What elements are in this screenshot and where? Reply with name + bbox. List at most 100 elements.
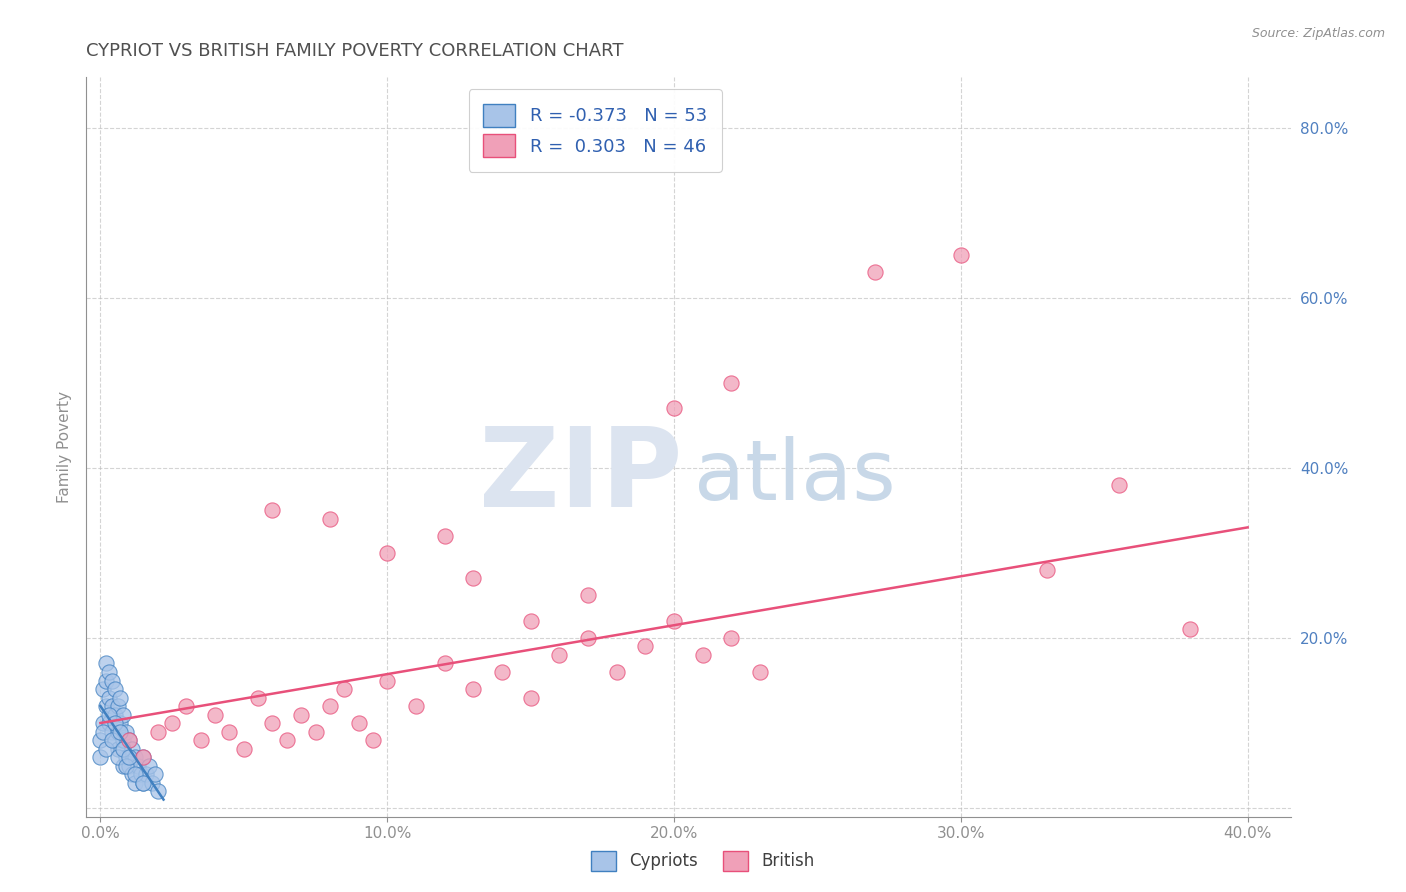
Point [115,750,138,764]
Point [94,699,117,714]
Point [576,631,599,645]
Point [121,741,143,756]
Point [720,631,742,645]
Point [141,775,163,789]
Point [863,265,886,279]
Point [112,758,135,772]
Point [433,657,456,671]
Point [101,673,124,688]
Point [519,614,541,628]
Point [107,724,129,739]
Point [132,750,155,764]
Point [138,758,160,772]
Legend: R = -0.373   N = 53, R =  0.303   N = 46: R = -0.373 N = 53, R = 0.303 N = 46 [468,89,721,172]
Point [118,733,141,747]
Point [94,741,117,756]
Point [91,716,114,731]
Text: atlas: atlas [695,435,896,516]
Point [112,741,135,756]
Legend: Cypriots, British: Cypriots, British [583,842,823,880]
Point [115,758,138,772]
Point [118,758,141,772]
Point [146,784,169,798]
Point [104,707,127,722]
Point [692,648,714,662]
Point [276,733,298,747]
Point [662,614,685,628]
Point [104,681,127,696]
Point [110,716,132,731]
Point [121,767,143,781]
Point [662,401,685,416]
Point [190,733,212,747]
Point [94,673,117,688]
Point [491,665,513,679]
Point [135,767,157,781]
Point [375,673,398,688]
Point [333,681,356,696]
Point [101,724,124,739]
Point [218,724,240,739]
Point [160,716,183,731]
Point [749,665,772,679]
Point [132,775,155,789]
Point [262,503,284,517]
Point [1108,478,1130,492]
Point [519,690,541,705]
Point [110,690,132,705]
Point [634,640,657,654]
Point [232,741,254,756]
Point [101,699,124,714]
Point [433,529,456,543]
Point [124,767,146,781]
Point [107,699,129,714]
Point [132,750,155,764]
Point [107,741,129,756]
Point [247,690,270,705]
Point [347,716,370,731]
Point [101,733,124,747]
Point [98,707,121,722]
Point [949,248,972,262]
Point [104,733,127,747]
Point [143,767,166,781]
Point [89,733,111,747]
Point [1036,563,1059,577]
Point [118,733,141,747]
Text: CYPRIOT VS BRITISH FAMILY POVERTY CORRELATION CHART: CYPRIOT VS BRITISH FAMILY POVERTY CORREL… [86,42,624,60]
Y-axis label: Family Poverty: Family Poverty [58,391,72,502]
Point [319,699,342,714]
Point [129,767,152,781]
Point [110,724,132,739]
Point [118,750,141,764]
Point [319,512,342,526]
Point [463,571,485,585]
Point [576,589,599,603]
Point [405,699,427,714]
Point [112,733,135,747]
Point [112,707,135,722]
Text: Source: ZipAtlas.com: Source: ZipAtlas.com [1251,27,1385,40]
Point [91,681,114,696]
Point [104,716,127,731]
Point [548,648,571,662]
Point [463,681,485,696]
Point [115,724,138,739]
Point [98,716,121,731]
Point [98,690,121,705]
Point [132,775,155,789]
Point [290,707,312,722]
Point [176,699,198,714]
Point [124,750,146,764]
Point [304,724,326,739]
Text: ZIP: ZIP [479,423,682,530]
Point [1180,623,1202,637]
Point [375,546,398,560]
Point [262,716,284,731]
Point [94,657,117,671]
Point [361,733,384,747]
Point [146,724,169,739]
Point [606,665,628,679]
Point [204,707,226,722]
Point [127,758,149,772]
